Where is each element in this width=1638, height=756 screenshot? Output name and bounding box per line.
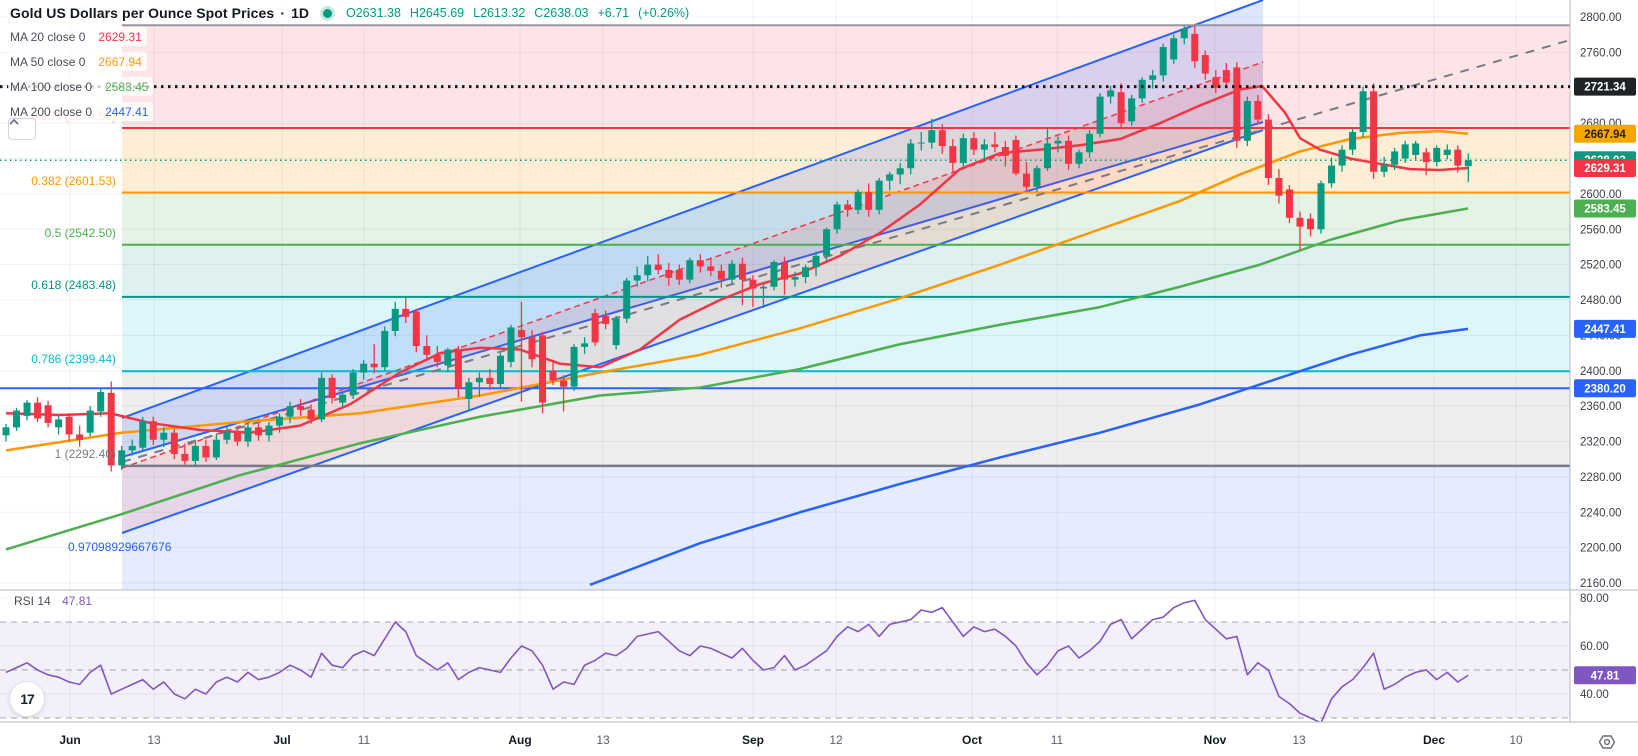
close-value: 2638.03 — [543, 6, 589, 20]
price-tick: 2240.00 — [1580, 507, 1622, 519]
data-source-dot-icon — [323, 8, 332, 18]
ma20-line — [5, 84, 1469, 434]
time-tick: Sep — [742, 733, 764, 747]
price-tick: 2160.00 — [1580, 578, 1622, 590]
svg-text:2629.31: 2629.31 — [1584, 163, 1626, 175]
price-tick: 2320.00 — [1580, 437, 1622, 449]
rsi-tick: 80.00 — [1580, 593, 1609, 605]
svg-text:2447.41: 2447.41 — [1584, 324, 1626, 336]
ma200-line — [589, 327, 1469, 586]
change-value: +6.71 — [597, 6, 630, 20]
axis-badge — [1574, 666, 1636, 685]
tradingview-logo[interactable]: 17 — [10, 682, 44, 716]
fib-zone-fills — [122, 25, 1570, 466]
price-tick: 2560.00 — [1580, 224, 1622, 236]
price-tick: 2400.00 — [1580, 366, 1622, 378]
ma50-value: 2667.94 — [98, 54, 142, 69]
chart-legend: Gold US Dollars per Ounce Spot Prices · … — [8, 2, 695, 127]
chevron-up-icon — [9, 119, 19, 125]
price-tick: 2800.00 — [1580, 12, 1622, 24]
axis-badge — [1574, 124, 1636, 143]
time-tick: Nov — [1204, 733, 1227, 747]
time-tick: 10 — [1509, 733, 1523, 747]
axis-badge — [1574, 77, 1636, 96]
price-tick: 2360.00 — [1580, 401, 1622, 413]
time-tick: 11 — [1051, 733, 1064, 747]
time-tick: Dec — [1423, 733, 1445, 747]
price-tick: 2760.00 — [1580, 47, 1622, 59]
svg-text:2721.34: 2721.34 — [1584, 82, 1626, 94]
moving-averages — [5, 84, 1469, 586]
rsi-line — [5, 599, 1469, 722]
price-tick: 2680.00 — [1580, 118, 1622, 130]
time-tick: 13 — [147, 733, 161, 747]
low-value: 2613.32 — [480, 6, 526, 20]
ma200-value: 2447.41 — [105, 104, 149, 119]
bottom-blue-zone — [122, 466, 1570, 590]
axis-badge — [1574, 379, 1636, 398]
svg-text:2380.20: 2380.20 — [1584, 383, 1626, 395]
svg-text:47.81: 47.81 — [1591, 670, 1620, 682]
axis-badge — [1574, 158, 1636, 177]
ma100-legend-row[interactable]: MA 100 close 0 2583.45 — [8, 77, 154, 96]
price-tick: 2200.00 — [1580, 543, 1622, 555]
blue-ascending-channel — [122, 0, 1263, 457]
ma50-legend-row[interactable]: MA 50 close 0 2667.94 — [8, 52, 147, 71]
rsi-legend-row[interactable]: RSI 14 47.81 — [10, 593, 97, 609]
time-axis: Jun 13 Jul 11 Aug 13 Sep 12 Oct 11 Nov 13 Dec 10 — [59, 733, 1523, 747]
interval-label[interactable]: 1D — [291, 5, 309, 21]
axis-badge — [1574, 199, 1636, 218]
price-tick: 2480.00 — [1580, 295, 1622, 307]
price-axis: 2800.002760.002720.002680.002640.002600.… — [1580, 12, 1622, 701]
symbol-legend-row[interactable]: Gold US Dollars per Ounce Spot Prices · … — [8, 2, 695, 24]
axis-badge — [1574, 319, 1636, 338]
rsi-tick: 40.00 — [1580, 689, 1609, 701]
time-tick: 13 — [1292, 733, 1306, 747]
time-tick: Jun — [59, 733, 80, 747]
open-value: 2631.38 — [355, 6, 401, 20]
legend-collapse-button[interactable] — [8, 118, 36, 140]
svg-text:2583.45: 2583.45 — [1584, 204, 1626, 216]
time-tick: 12 — [829, 733, 843, 747]
high-value: 2645.69 — [418, 6, 465, 20]
ma200-legend-row[interactable]: MA 200 close 0 2447.41 — [8, 102, 154, 121]
price-tick: 2600.00 — [1580, 189, 1622, 201]
change-percent: (+0.26%) — [638, 6, 690, 20]
rsi-pane — [0, 599, 1570, 722]
ma100-value: 2583.45 — [105, 79, 149, 94]
rsi-tick: 60.00 — [1580, 641, 1609, 653]
candles — [2, 25, 1472, 472]
ohlc-values: O2631.38 H2645.69 L2613.32 C2638.03 +6.7… — [346, 6, 690, 20]
time-tick: 13 — [596, 733, 610, 747]
rsi-value: 47.81 — [62, 594, 93, 608]
svg-text:2667.94: 2667.94 — [1584, 129, 1626, 141]
ma20-value: 2629.31 — [98, 29, 142, 44]
ma100-line — [5, 207, 1469, 551]
rsi-label: RSI — [14, 594, 35, 608]
time-tick: 11 — [358, 733, 371, 747]
price-tick: 2520.00 — [1580, 260, 1622, 272]
fib-level-lines — [122, 24, 1570, 468]
time-tick: Oct — [962, 733, 982, 747]
time-tick: Jul — [273, 733, 290, 747]
ma20-legend-row[interactable]: MA 20 close 0 2629.31 — [8, 27, 147, 46]
price-tick: 2280.00 — [1580, 472, 1622, 484]
interval-separator: · — [280, 5, 286, 21]
time-tick: Aug — [508, 733, 531, 747]
ma50-line — [5, 129, 1469, 452]
symbol-title: Gold US Dollars per Ounce Spot Prices — [10, 5, 275, 21]
rsi-param: 14 — [37, 594, 51, 608]
axis-badges: 2721.342667.942638.032629.312583.452447.… — [1574, 77, 1636, 685]
